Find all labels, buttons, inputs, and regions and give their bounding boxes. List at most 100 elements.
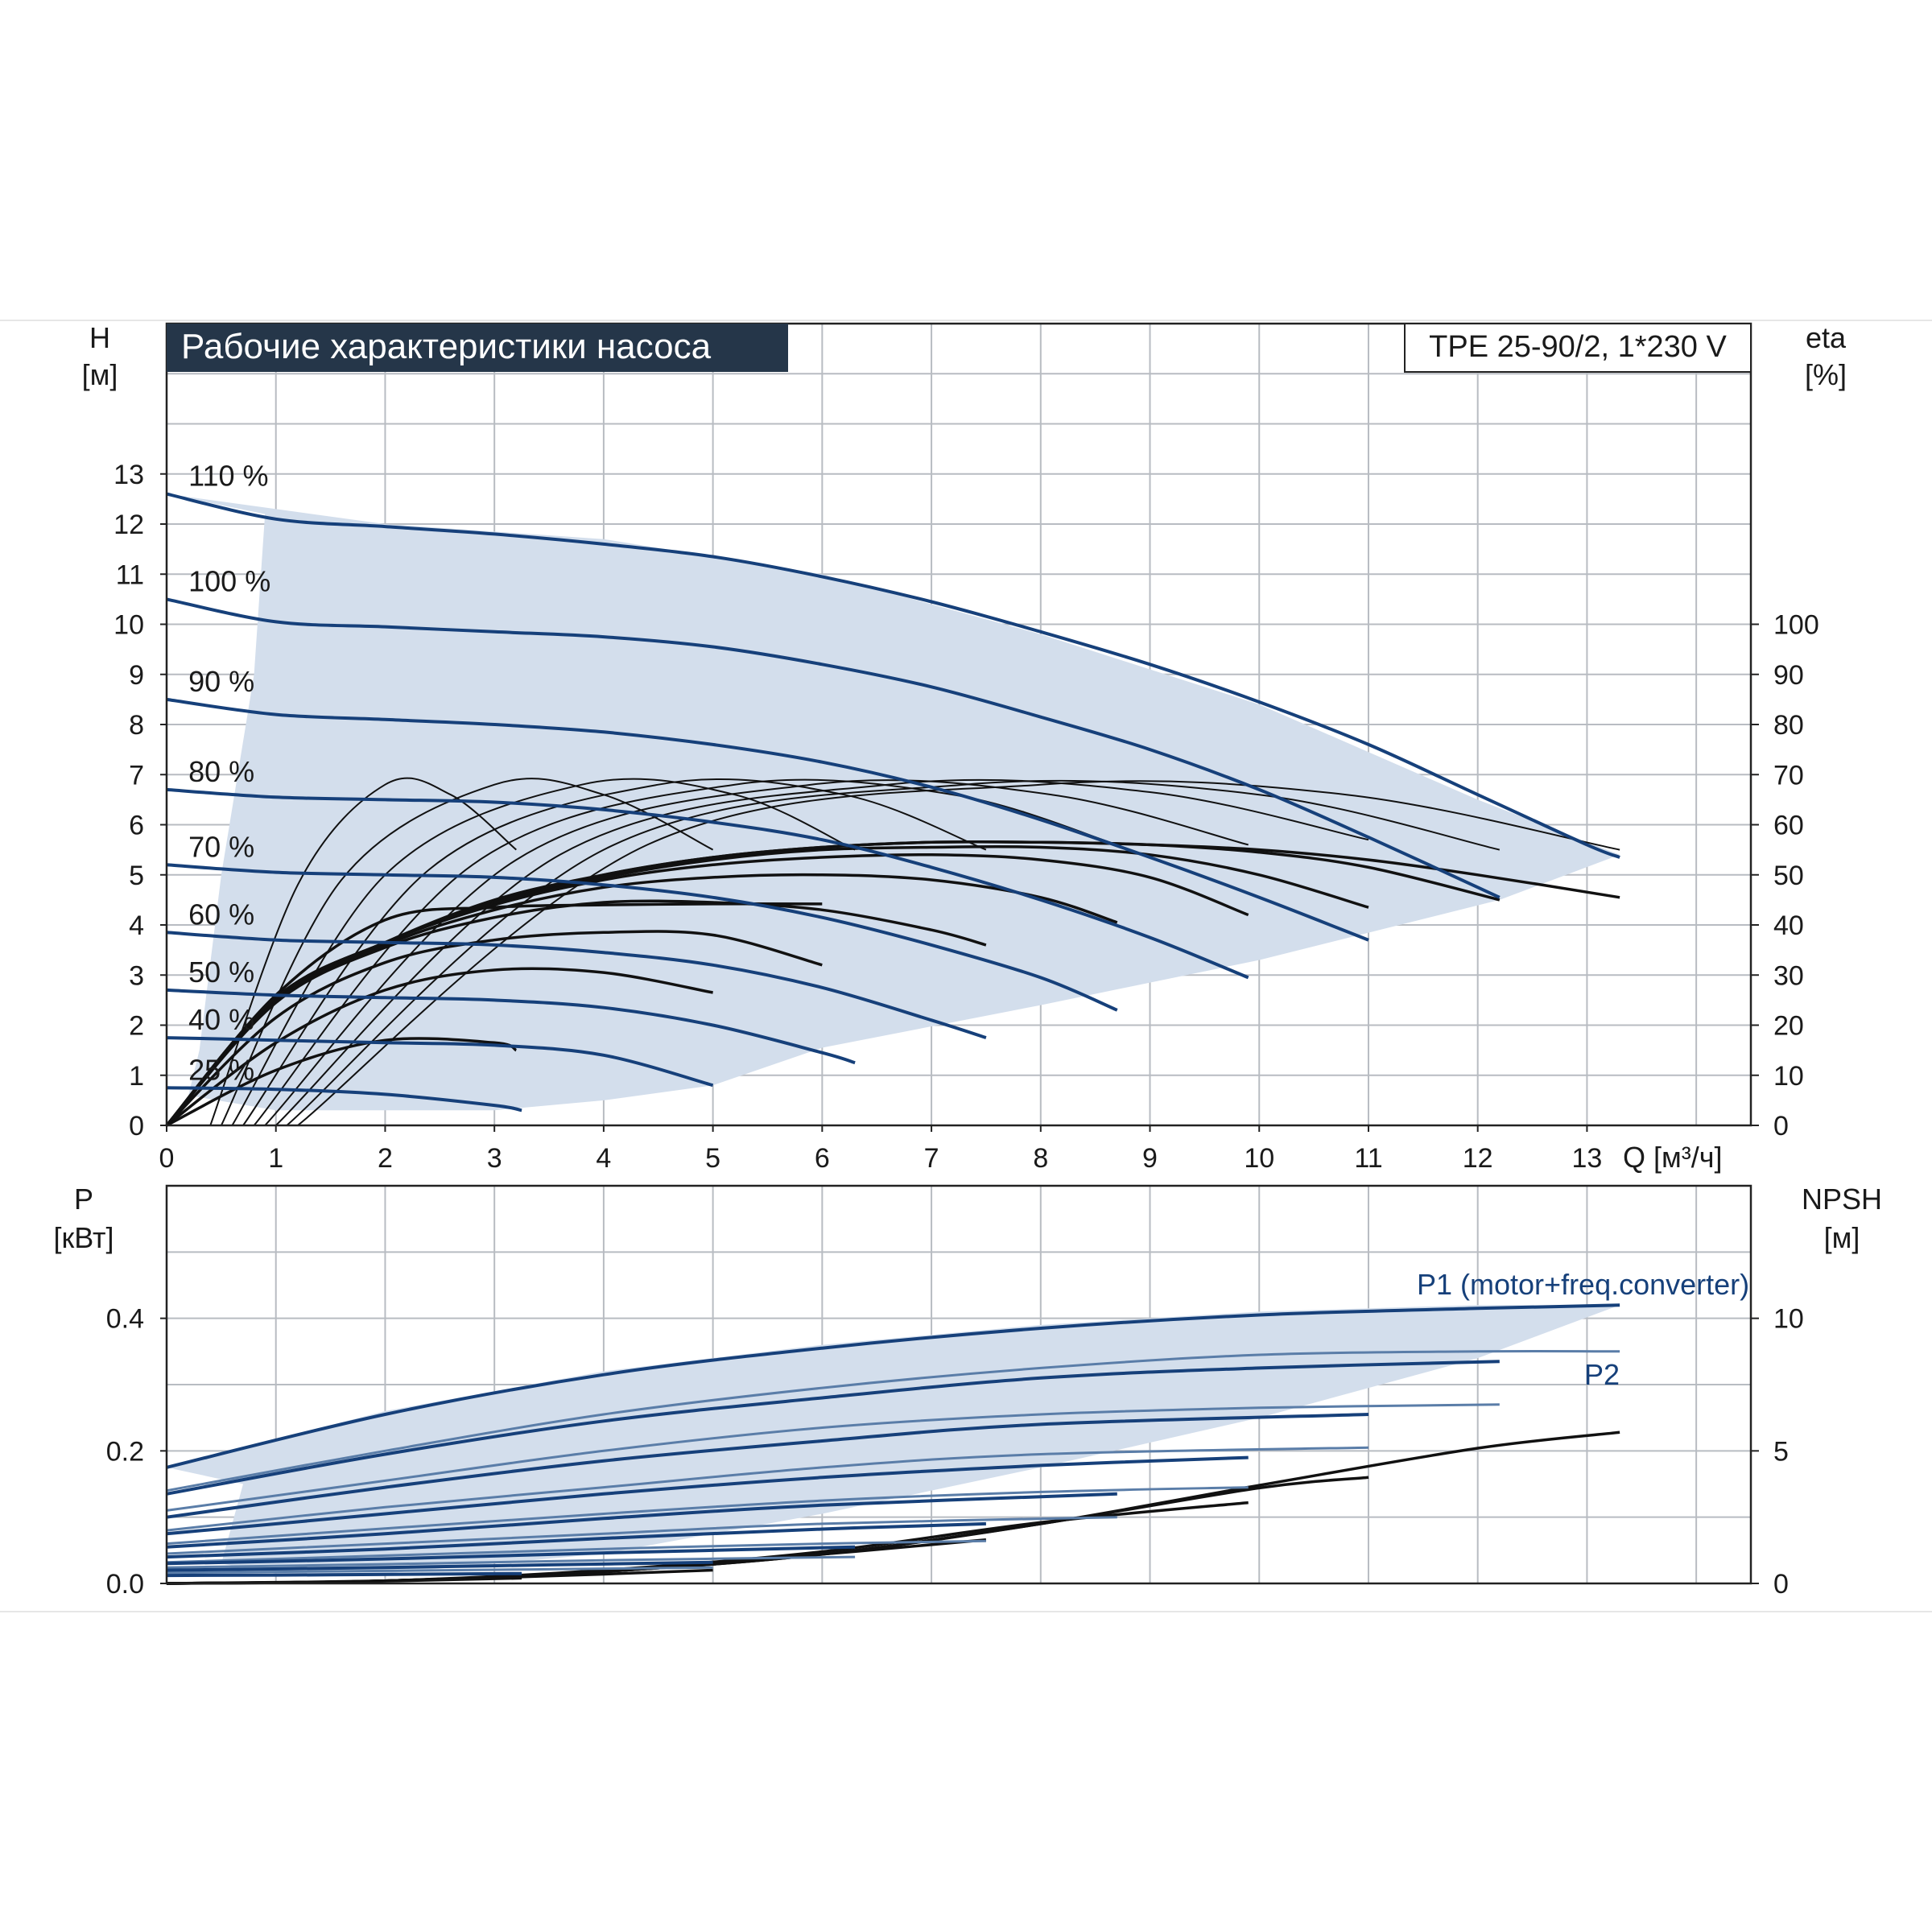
p1-curve [166, 1455, 1249, 1536]
p2-curve [166, 1403, 1500, 1512]
power-axis-label-unit: [кВт] [53, 1221, 114, 1254]
x-tick-label: 4 [596, 1143, 611, 1174]
y2-tick-label: 20 [1773, 1011, 1804, 1042]
x-tick-label: 8 [1033, 1143, 1048, 1174]
x-tick-label: 2 [378, 1143, 393, 1174]
model-box [1404, 323, 1752, 373]
speed-label: 90 % [188, 665, 254, 698]
y-tick-label: 0 [129, 1111, 144, 1141]
y-tick-label: 9 [129, 660, 144, 691]
y2-tick-label: 80 [1773, 710, 1804, 741]
speed-label: 70 % [188, 830, 254, 863]
speed-curve [166, 697, 1369, 942]
speed-curve [166, 988, 856, 1065]
head-chart-ticks: 0 1 2 3 4 5 6 7 8 9 10 11 12 130123456789101112130102… [114, 460, 1819, 1174]
eta-axis-label: eta [1806, 321, 1847, 354]
x-tick-label: 13 [1571, 1143, 1602, 1174]
speed-label: 100 % [188, 564, 270, 597]
power-y-tick-label: 0.4 [106, 1304, 144, 1335]
eta-curve [264, 779, 1249, 1126]
p1-curve [166, 1492, 1117, 1549]
p2-curve [166, 1516, 1117, 1555]
speed-label: 60 % [188, 898, 254, 931]
speed-curve [166, 931, 987, 1040]
y-tick-label: 11 [116, 559, 144, 590]
eta-curve [165, 873, 1118, 1127]
p1-curve [166, 1360, 1500, 1496]
head-operating-envelope [167, 493, 1620, 1111]
eta-curve [165, 899, 987, 1127]
speed-label: 50 % [188, 956, 254, 989]
y2-tick-label: 40 [1773, 910, 1804, 941]
x-tick-label: 7 [924, 1143, 939, 1174]
head-axis-label-unit: [м] [82, 358, 118, 391]
npsh-axis-label-unit: [м] [1824, 1221, 1860, 1254]
speed-curve [166, 787, 1249, 980]
p1-series-label: P1 (motor+freq.converter) [1417, 1268, 1749, 1301]
head-speed-curves [166, 492, 1620, 1113]
p2-curve [166, 1446, 1369, 1532]
x-tick-label: 9 [1142, 1143, 1158, 1174]
eta-curve [297, 780, 1620, 1126]
y-tick-label: 7 [129, 760, 144, 791]
p1-curve [166, 1521, 986, 1559]
y2-tick-label: 100 [1773, 610, 1819, 641]
y-tick-label: 5 [129, 861, 144, 891]
power-chart-ticks: 0.0 0.2 0.4 0 5 10 [106, 1304, 1804, 1600]
speed-curve [166, 1036, 714, 1088]
p1-curve [166, 1303, 1620, 1469]
y2-tick-label: 60 [1773, 811, 1804, 841]
npsh-tick-label: 0 [1773, 1569, 1789, 1600]
y2-tick-label: 10 [1773, 1061, 1804, 1092]
eta-curve [275, 778, 1369, 1126]
y-tick-label: 2 [129, 1011, 144, 1042]
y2-tick-label: 30 [1773, 960, 1804, 991]
npsh-tick-label: 5 [1773, 1436, 1789, 1467]
speed-curve [166, 492, 1620, 859]
eta-axis-label-unit: [%] [1805, 358, 1847, 391]
speed-label: 25 % [188, 1053, 254, 1086]
speed-label: 110 % [188, 460, 268, 493]
power-y-tick-label: 0.2 [106, 1436, 144, 1467]
y-tick-label: 8 [129, 710, 144, 741]
speed-curve [166, 597, 1501, 899]
eta-curve [165, 967, 713, 1127]
eta-curve [165, 930, 823, 1127]
y-tick-label: 10 [114, 610, 144, 641]
speed-labels: 110 % 100 % 90 % 80 % 70 % 60 % 50 % 40 % 25 % [188, 460, 270, 1087]
p1-curve [166, 1560, 713, 1572]
x-tick-label: 5 [705, 1143, 720, 1174]
y2-tick-label: 70 [1773, 760, 1804, 791]
speed-label: 40 % [188, 1003, 254, 1036]
y-tick-label: 12 [114, 510, 144, 540]
x-tick-label: 10 [1244, 1143, 1274, 1174]
x-tick-label: 1 [268, 1143, 283, 1174]
chart-title: Рабочие характеристики насоса [181, 327, 712, 366]
y-tick-label: 3 [129, 960, 144, 991]
x-tick-label: 6 [815, 1143, 830, 1174]
npsh-axis-label: NPSH [1802, 1183, 1882, 1216]
p1-curve [166, 1413, 1369, 1519]
y-tick-label: 6 [129, 811, 144, 841]
x-tick-label: 3 [487, 1143, 502, 1174]
eta-curve [242, 778, 987, 1126]
x-tick-label: 0 [159, 1143, 175, 1174]
y-tick-label: 4 [129, 910, 144, 941]
eta-curve [286, 779, 1501, 1126]
p2-curve [166, 1539, 986, 1564]
p2-curve [166, 1555, 856, 1569]
y2-tick-label: 90 [1773, 660, 1804, 691]
p1-curve [166, 1571, 522, 1578]
power-operating-envelope [167, 1305, 1620, 1574]
x-tick-label: 11 [1354, 1143, 1382, 1174]
x-tick-label: 12 [1463, 1143, 1493, 1174]
npsh-tick-label: 10 [1773, 1304, 1804, 1335]
power-chart-frame [165, 1184, 1752, 1585]
eta-curve [231, 778, 856, 1126]
power-y-tick-label: 0.0 [106, 1569, 144, 1600]
y2-tick-label: 0 [1773, 1111, 1789, 1141]
speed-curve [166, 1086, 522, 1113]
model-label: TPE 25-90/2, 1*230 V [1429, 330, 1727, 364]
title-banner [167, 324, 788, 372]
y-tick-label: 1 [129, 1061, 144, 1092]
